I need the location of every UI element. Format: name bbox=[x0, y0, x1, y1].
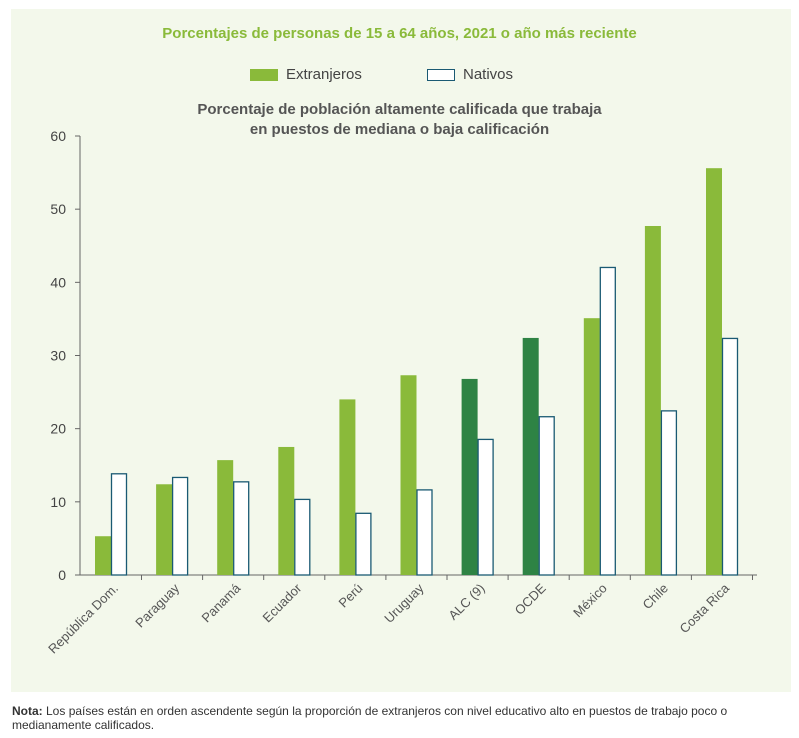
bar-chart: 0 10 20 30 40 50 60 República Dom. Paraguay Panam… bbox=[45, 128, 757, 657]
chart-title: Porcentajes de personas de 15 a 64 años,… bbox=[162, 25, 637, 42]
bar-nativos bbox=[233, 481, 250, 576]
bar-extranjeros bbox=[278, 446, 295, 575]
x-tick-label: Uruguay bbox=[381, 580, 427, 626]
bar-extranjeros bbox=[95, 536, 111, 575]
y-tick-label: 0 bbox=[58, 567, 66, 583]
bar-extranjeros bbox=[583, 318, 600, 575]
bar-nativos bbox=[171, 476, 189, 576]
x-tick-label: República Dom. bbox=[45, 581, 121, 657]
y-tick-label: 60 bbox=[50, 128, 66, 144]
y-tick-label: 20 bbox=[50, 421, 66, 437]
legend-item-nativos: Nativos bbox=[427, 66, 513, 83]
x-tick-label: México bbox=[570, 581, 610, 621]
bar-nativos bbox=[355, 512, 372, 576]
y-tick-label: 50 bbox=[50, 201, 66, 217]
y-tick-label: 40 bbox=[50, 274, 66, 290]
y-tick-label: 10 bbox=[50, 494, 66, 510]
bar-nativos bbox=[599, 266, 616, 576]
x-tick-label: ALC (9) bbox=[445, 581, 487, 623]
legend-swatch-extranjeros bbox=[250, 68, 278, 81]
bar-extranjeros bbox=[156, 484, 173, 575]
note-label: Nota: bbox=[12, 704, 43, 718]
bar-nativos bbox=[721, 337, 739, 576]
bar-nativos bbox=[294, 498, 311, 576]
legend-swatch-nativos bbox=[427, 68, 455, 81]
bar-nativos bbox=[477, 438, 494, 576]
bar-extranjeros bbox=[706, 168, 722, 575]
bar-nativos bbox=[660, 410, 678, 576]
bar-nativos bbox=[110, 473, 128, 576]
legend-item-extranjeros: Extranjeros bbox=[250, 66, 362, 83]
note-text: Los países están en orden ascendente seg… bbox=[12, 704, 728, 732]
bar-extranjeros bbox=[522, 337, 539, 575]
bar-extranjeros bbox=[339, 399, 356, 575]
note: Nota: Los países están en orden ascenden… bbox=[12, 704, 792, 732]
x-tick-label: Perú bbox=[335, 581, 365, 611]
bar-nativos bbox=[416, 489, 433, 576]
bar-extranjeros bbox=[400, 375, 417, 575]
x-tick-label: Chile bbox=[639, 581, 671, 613]
x-tick-label: OCDE bbox=[512, 580, 549, 617]
chart-subtitle: Porcentaje de población altamente califi… bbox=[0, 100, 799, 140]
bar-extranjeros bbox=[217, 460, 234, 575]
x-tick-label: Ecuador bbox=[260, 580, 305, 625]
legend-label: Extranjeros bbox=[286, 66, 362, 83]
x-tick-label: Paraguay bbox=[132, 580, 182, 630]
bar-extranjeros bbox=[644, 225, 661, 575]
subtitle-text: Porcentaje de población altamente califi… bbox=[197, 101, 602, 138]
x-tick-label: Panamá bbox=[198, 580, 243, 625]
y-tick-label: 30 bbox=[50, 348, 66, 364]
bar-extranjeros bbox=[461, 378, 478, 575]
bar-nativos bbox=[538, 416, 555, 576]
x-tick-label: Costa Rica bbox=[677, 580, 733, 636]
legend-label: Nativos bbox=[463, 66, 514, 83]
